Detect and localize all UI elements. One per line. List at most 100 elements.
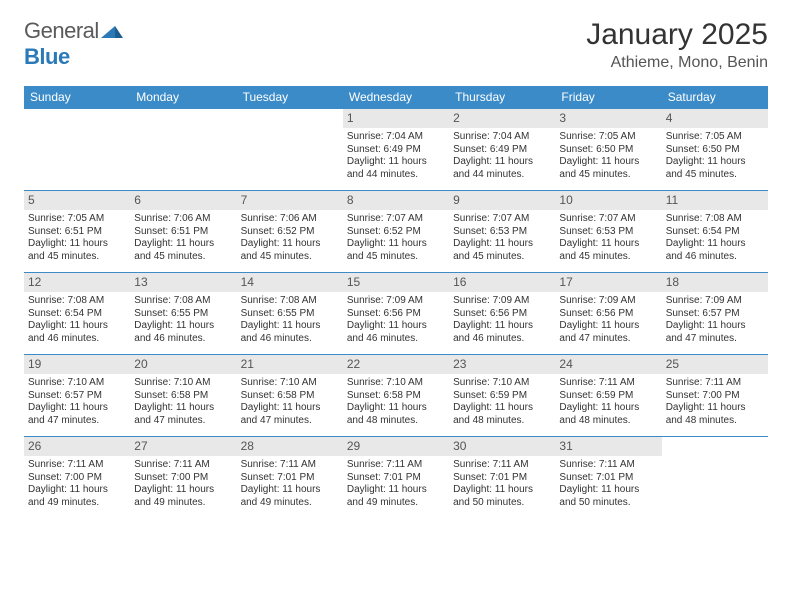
calendar-table: SundayMondayTuesdayWednesdayThursdayFrid… <box>24 86 768 519</box>
day-number: 10 <box>555 191 661 210</box>
week-row: 19 Sunrise: 7:10 AMSunset: 6:57 PMDayligh… <box>24 355 768 437</box>
day-number: 29 <box>343 437 449 456</box>
week-row: 1Sunrise: 7:04 AMSunset: 6:49 PMDaylight… <box>24 109 768 191</box>
brand-logo: General Blue <box>24 18 123 70</box>
sun-info: Sunrise: 7:05 AMSunset: 6:51 PMDaylight:… <box>28 213 126 263</box>
day-cell: 13 Sunrise: 7:08 AMSunset: 6:55 PMDayligh… <box>130 273 236 355</box>
day-number: 1 <box>343 109 449 128</box>
day-cell <box>130 109 236 191</box>
day-header-sunday: Sunday <box>24 86 130 109</box>
day-cell: 21 Sunrise: 7:10 AMSunset: 6:58 PMDayligh… <box>237 355 343 437</box>
day-cell: 9 Sunrise: 7:07 AMSunset: 6:53 PMDaylight… <box>449 191 555 273</box>
day-cell: 29 Sunrise: 7:11 AMSunset: 7:01 PMDayligh… <box>343 437 449 519</box>
day-number: 28 <box>237 437 343 456</box>
sun-info: Sunrise: 7:10 AMSunset: 6:58 PMDaylight:… <box>134 377 232 427</box>
day-number: 15 <box>343 273 449 292</box>
sun-info: Sunrise: 7:10 AMSunset: 6:57 PMDaylight:… <box>28 377 126 427</box>
day-header-tuesday: Tuesday <box>237 86 343 109</box>
sun-info: Sunrise: 7:11 AMSunset: 7:01 PMDaylight:… <box>241 459 339 509</box>
day-cell <box>24 109 130 191</box>
day-number: 31 <box>555 437 661 456</box>
day-cell <box>662 437 768 519</box>
day-number: 7 <box>237 191 343 210</box>
day-cell: 17 Sunrise: 7:09 AMSunset: 6:56 PMDayligh… <box>555 273 661 355</box>
sun-info: Sunrise: 7:04 AMSunset: 6:49 PMDaylight:… <box>453 131 551 181</box>
day-number: 3 <box>555 109 661 128</box>
day-cell: 2 Sunrise: 7:04 AMSunset: 6:49 PMDaylight… <box>449 109 555 191</box>
sun-info: Sunrise: 7:09 AMSunset: 6:56 PMDaylight:… <box>559 295 657 345</box>
day-number: 9 <box>449 191 555 210</box>
sun-info: Sunrise: 7:04 AMSunset: 6:49 PMDaylight:… <box>347 131 445 181</box>
day-number: 5 <box>24 191 130 210</box>
sun-info: Sunrise: 7:07 AMSunset: 6:53 PMDaylight:… <box>453 213 551 263</box>
sun-info: Sunrise: 7:11 AMSunset: 7:01 PMDaylight:… <box>453 459 551 509</box>
sun-info: Sunrise: 7:11 AMSunset: 7:01 PMDaylight:… <box>347 459 445 509</box>
sun-info: Sunrise: 7:11 AMSunset: 7:01 PMDaylight:… <box>559 459 657 509</box>
day-cell: 31 Sunrise: 7:11 AMSunset: 7:01 PMDayligh… <box>555 437 661 519</box>
day-header-monday: Monday <box>130 86 236 109</box>
day-number: 26 <box>24 437 130 456</box>
day-header-friday: Friday <box>555 86 661 109</box>
week-row: 26Sunrise: 7:11 AMSunset: 7:00 PMDayligh… <box>24 437 768 519</box>
location-text: Athieme, Mono, Benin <box>586 54 768 72</box>
day-number: 11 <box>662 191 768 210</box>
header: General Blue January 2025 Athieme, Mono,… <box>24 18 768 72</box>
day-cell: 22 Sunrise: 7:10 AMSunset: 6:58 PMDayligh… <box>343 355 449 437</box>
day-header-row: SundayMondayTuesdayWednesdayThursdayFrid… <box>24 86 768 109</box>
day-cell: 23 Sunrise: 7:10 AMSunset: 6:59 PMDayligh… <box>449 355 555 437</box>
day-number: 27 <box>130 437 236 456</box>
title-block: January 2025 Athieme, Mono, Benin <box>586 18 768 72</box>
day-number: 13 <box>130 273 236 292</box>
sun-info: Sunrise: 7:11 AMSunset: 7:00 PMDaylight:… <box>28 459 126 509</box>
day-cell: 1 Sunrise: 7:04 AMSunset: 6:49 PMDaylight… <box>343 109 449 191</box>
day-cell: 20Sunrise: 7:10 AMSunset: 6:58 PMDayligh… <box>130 355 236 437</box>
day-number: 2 <box>449 109 555 128</box>
sun-info: Sunrise: 7:06 AMSunset: 6:52 PMDaylight:… <box>241 213 339 263</box>
day-cell: 10 Sunrise: 7:07 AMSunset: 6:53 PMDayligh… <box>555 191 661 273</box>
sun-info: Sunrise: 7:10 AMSunset: 6:58 PMDaylight:… <box>241 377 339 427</box>
sun-info: Sunrise: 7:09 AMSunset: 6:57 PMDaylight:… <box>666 295 764 345</box>
page-title: January 2025 <box>586 18 768 52</box>
day-cell: 4 Sunrise: 7:05 AMSunset: 6:50 PMDaylight… <box>662 109 768 191</box>
day-cell: 6 Sunrise: 7:06 AMSunset: 6:51 PMDaylight… <box>130 191 236 273</box>
day-cell: 5 Sunrise: 7:05 AMSunset: 6:51 PMDaylight… <box>24 191 130 273</box>
day-number: 4 <box>662 109 768 128</box>
day-number: 19 <box>24 355 130 374</box>
sun-info: Sunrise: 7:08 AMSunset: 6:55 PMDaylight:… <box>134 295 232 345</box>
day-cell: 8 Sunrise: 7:07 AMSunset: 6:52 PMDaylight… <box>343 191 449 273</box>
brand-word2: Blue <box>24 44 70 69</box>
sun-info: Sunrise: 7:07 AMSunset: 6:52 PMDaylight:… <box>347 213 445 263</box>
sun-info: Sunrise: 7:11 AMSunset: 6:59 PMDaylight:… <box>559 377 657 427</box>
day-number: 22 <box>343 355 449 374</box>
calendar-body: 1Sunrise: 7:04 AMSunset: 6:49 PMDaylight… <box>24 109 768 519</box>
day-cell: 27 Sunrise: 7:11 AMSunset: 7:00 PMDayligh… <box>130 437 236 519</box>
sun-info: Sunrise: 7:05 AMSunset: 6:50 PMDaylight:… <box>666 131 764 181</box>
day-number: 25 <box>662 355 768 374</box>
day-number: 21 <box>237 355 343 374</box>
day-number: 17 <box>555 273 661 292</box>
day-cell: 28 Sunrise: 7:11 AMSunset: 7:01 PMDayligh… <box>237 437 343 519</box>
day-number: 6 <box>130 191 236 210</box>
day-cell: 30 Sunrise: 7:11 AMSunset: 7:01 PMDayligh… <box>449 437 555 519</box>
sun-info: Sunrise: 7:08 AMSunset: 6:54 PMDaylight:… <box>28 295 126 345</box>
day-cell: 18Sunrise: 7:09 AMSunset: 6:57 PMDayligh… <box>662 273 768 355</box>
day-cell: 25Sunrise: 7:11 AMSunset: 7:00 PMDayligh… <box>662 355 768 437</box>
sun-info: Sunrise: 7:08 AMSunset: 6:55 PMDaylight:… <box>241 295 339 345</box>
week-row: 12 Sunrise: 7:08 AMSunset: 6:54 PMDayligh… <box>24 273 768 355</box>
sun-info: Sunrise: 7:08 AMSunset: 6:54 PMDaylight:… <box>666 213 764 263</box>
day-cell: 12 Sunrise: 7:08 AMSunset: 6:54 PMDayligh… <box>24 273 130 355</box>
brand-triangle-icon <box>101 18 123 44</box>
sun-info: Sunrise: 7:10 AMSunset: 6:58 PMDaylight:… <box>347 377 445 427</box>
day-number: 30 <box>449 437 555 456</box>
day-number: 8 <box>343 191 449 210</box>
day-number: 16 <box>449 273 555 292</box>
sun-info: Sunrise: 7:10 AMSunset: 6:59 PMDaylight:… <box>453 377 551 427</box>
sun-info: Sunrise: 7:07 AMSunset: 6:53 PMDaylight:… <box>559 213 657 263</box>
day-header-wednesday: Wednesday <box>343 86 449 109</box>
sun-info: Sunrise: 7:11 AMSunset: 7:00 PMDaylight:… <box>134 459 232 509</box>
day-cell: 16Sunrise: 7:09 AMSunset: 6:56 PMDayligh… <box>449 273 555 355</box>
day-number: 23 <box>449 355 555 374</box>
day-number: 12 <box>24 273 130 292</box>
brand-word1: General <box>24 18 99 43</box>
sun-info: Sunrise: 7:06 AMSunset: 6:51 PMDaylight:… <box>134 213 232 263</box>
